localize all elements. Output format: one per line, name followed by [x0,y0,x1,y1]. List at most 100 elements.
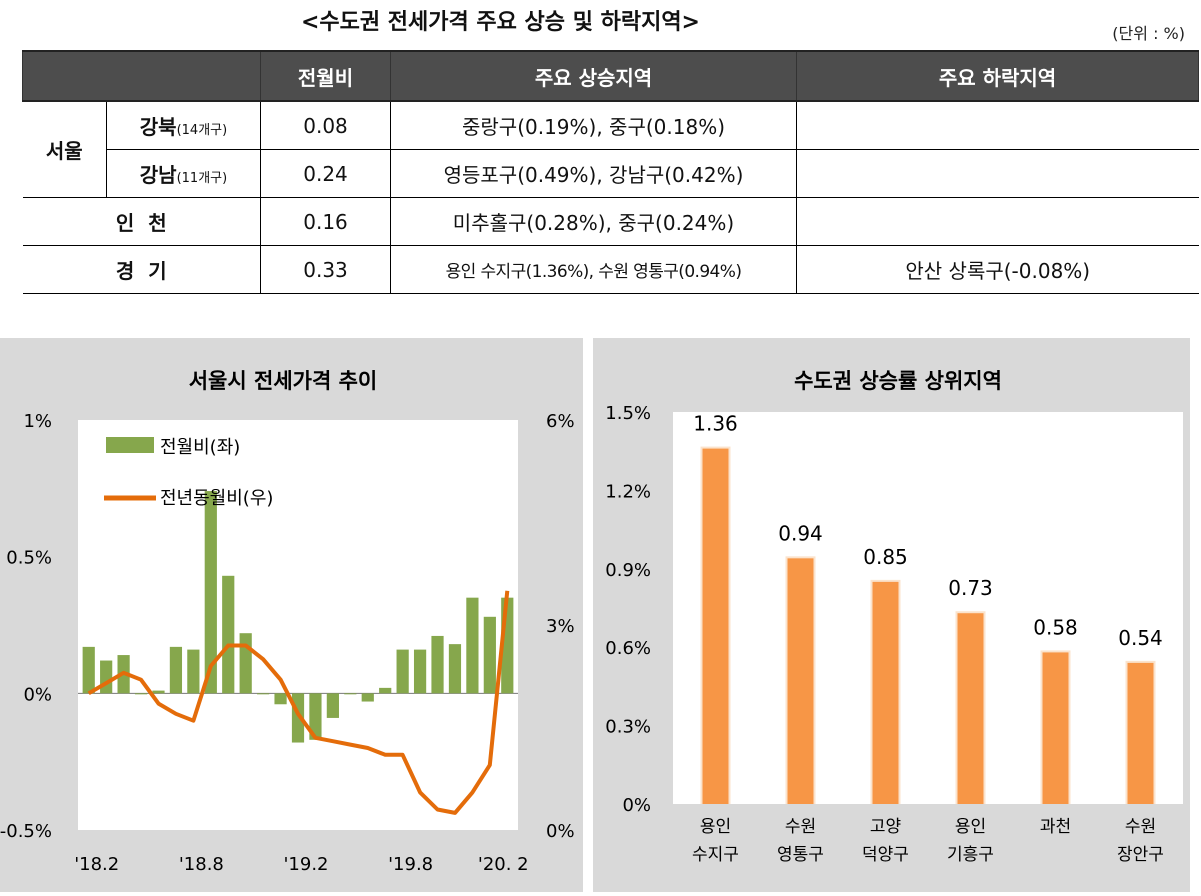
bar-mom [326,693,339,718]
top-rising-chart: 수도권 상승률 상위지역 1.5% 1.2% 0.9% 0.6% 0.3% 0% 1.36 용인… [605,369,1183,865]
table-row: 경 기 0.33 용인 수지구(1.36%), 수원 영통구(0.94%) 안산… [22,245,1199,294]
bar-mom [466,597,479,694]
bar [1042,652,1069,804]
bar-mom [100,660,113,694]
bar [872,581,899,804]
y-right-tick-label: 6% [546,411,575,432]
table-row: 강남(11개구) 0.24 영등포구(0.49%), 강남구(0.42%) [23,149,1199,198]
region-cell: 경 기 [22,245,261,294]
mom-cell: 0.16 [260,197,391,246]
y-left-tick-label: 1% [23,411,52,432]
bar [957,613,984,804]
y-tick-label: 1.2% [605,481,651,502]
data-label: 0.54 [1118,626,1163,650]
data-label: 0.58 [1033,615,1078,639]
bar [787,558,814,804]
unit-label: (단위 : %) [1112,24,1185,43]
bar-mom [344,693,357,695]
table-header-row: 전월비 주요 상승지역 주요 하락지역 [22,50,1199,102]
table-title: <수도권 전세가격 주요 상승 및 하락지역> [300,10,700,35]
falling-cell: 안산 상록구(-0.08%) [796,245,1199,294]
bar-mom [257,693,270,695]
table-row: 인 천 0.16 미추홀구(0.28%), 중구(0.24%) [22,197,1199,246]
data-label: 0.73 [948,576,993,600]
bar-mom [309,693,322,740]
bar-mom [239,633,252,694]
plot-area [673,412,1183,804]
bar [702,448,729,804]
mom-cell: 0.08 [260,101,391,150]
rising-cell: 중랑구(0.19%), 중구(0.18%) [390,101,797,150]
falling-cell [796,197,1199,246]
x-tick-label-line1: 용인 [955,817,986,837]
rising-cell: 용인 수지구(1.36%), 수원 영통구(0.94%) [390,245,797,294]
y-left-tick-label: -0.5% [0,821,52,842]
bar-mom [448,644,462,694]
seoul-label: 서울 [22,101,107,198]
y-tick-label: 0.3% [605,717,651,738]
header-region [22,50,261,102]
x-tick-label-line2: 수지구 [692,845,739,865]
bar-mom [413,649,427,694]
x-tick-label: '18.8 [179,854,224,875]
data-label: 1.36 [693,412,738,436]
chart-title: 수도권 상승률 상위지역 [794,369,1002,393]
region-cell: 강북(14개구) [106,101,261,150]
x-tick-label-line1: 수원 [1125,817,1156,837]
bar-mom [379,687,392,694]
data-label: 0.85 [863,545,908,569]
summary-table: 전월비 주요 상승지역 주요 하락지역 서울 강북(14개구) 0.08 중랑구… [22,50,1199,294]
x-tick-label-line1: 용인 [700,817,731,837]
mom-cell: 0.24 [260,149,391,198]
header-falling: 주요 하락지역 [796,50,1199,102]
bar [1127,662,1154,804]
region-cell: 강남(11개구) [106,149,261,198]
region-name: 강남 [139,163,177,187]
legend-swatch-mom [106,437,154,453]
y-tick-label: 0% [622,795,651,816]
y-tick-label: 0.9% [605,560,651,581]
seoul-jeonse-chart-panel: 서울시 전세가격 추이 1% 0.5% 0% -0.5% 6% 3% 0% '18.2 '18.8… [0,338,583,892]
bar-mom [152,690,165,694]
region-cell: 인 천 [22,197,261,246]
y-right-tick-label: 0% [546,821,575,842]
line-yoy [87,590,510,815]
region-count: (11개구) [176,171,228,186]
y-right-tick-label: 3% [546,616,575,637]
x-tick-label-line2: 영통구 [777,845,824,865]
bar-mom [187,649,200,694]
bar-mom [431,635,444,694]
x-tick-label: '18.2 [74,854,119,875]
falling-cell [796,149,1199,198]
bar-mom [134,693,148,695]
legend-label-yoy: 전년동월비(우) [160,488,273,509]
bar-mom [396,649,409,694]
x-tick-label: '19.2 [283,854,328,875]
header-mom: 전월비 [260,50,391,102]
legend-label-mom: 전월비(좌) [160,437,240,458]
y-left-tick-label: 0.5% [6,548,52,569]
header-rising: 주요 상승지역 [390,50,797,102]
y-left-tick-label: 0% [23,684,52,705]
rising-cell: 영등포구(0.49%), 강남구(0.42%) [390,149,797,198]
bar-mom [204,491,217,694]
bar-mom [82,646,95,694]
y-tick-label: 1.5% [605,403,651,424]
x-tick-label-line2: 장안구 [1117,845,1164,865]
table-row: 서울 강북(14개구) 0.08 중랑구(0.19%), 중구(0.18%) [22,101,1199,198]
x-tick-label: '20. 2 [478,854,529,875]
region-count: (14개구) [176,123,228,138]
x-tick-label-line1: 고양 [870,817,901,837]
rising-cell: 미추홀구(0.28%), 중구(0.24%) [390,197,797,246]
data-label: 0.94 [778,521,823,545]
bar-mom [483,616,496,694]
x-tick-label-line2: 기흥구 [947,845,994,865]
bar-mom [222,575,235,694]
top-rising-chart-panel: 수도권 상승률 상위지역 1.5% 1.2% 0.9% 0.6% 0.3% 0% 1.36 용인… [593,338,1190,892]
bar-mom [169,646,183,694]
region-name: 강북 [139,115,177,139]
x-tick-label-line2: 덕양구 [862,845,909,865]
x-tick-label-line1: 과천 [1040,817,1071,837]
plot-area [78,420,518,830]
bar-mom [361,693,374,702]
